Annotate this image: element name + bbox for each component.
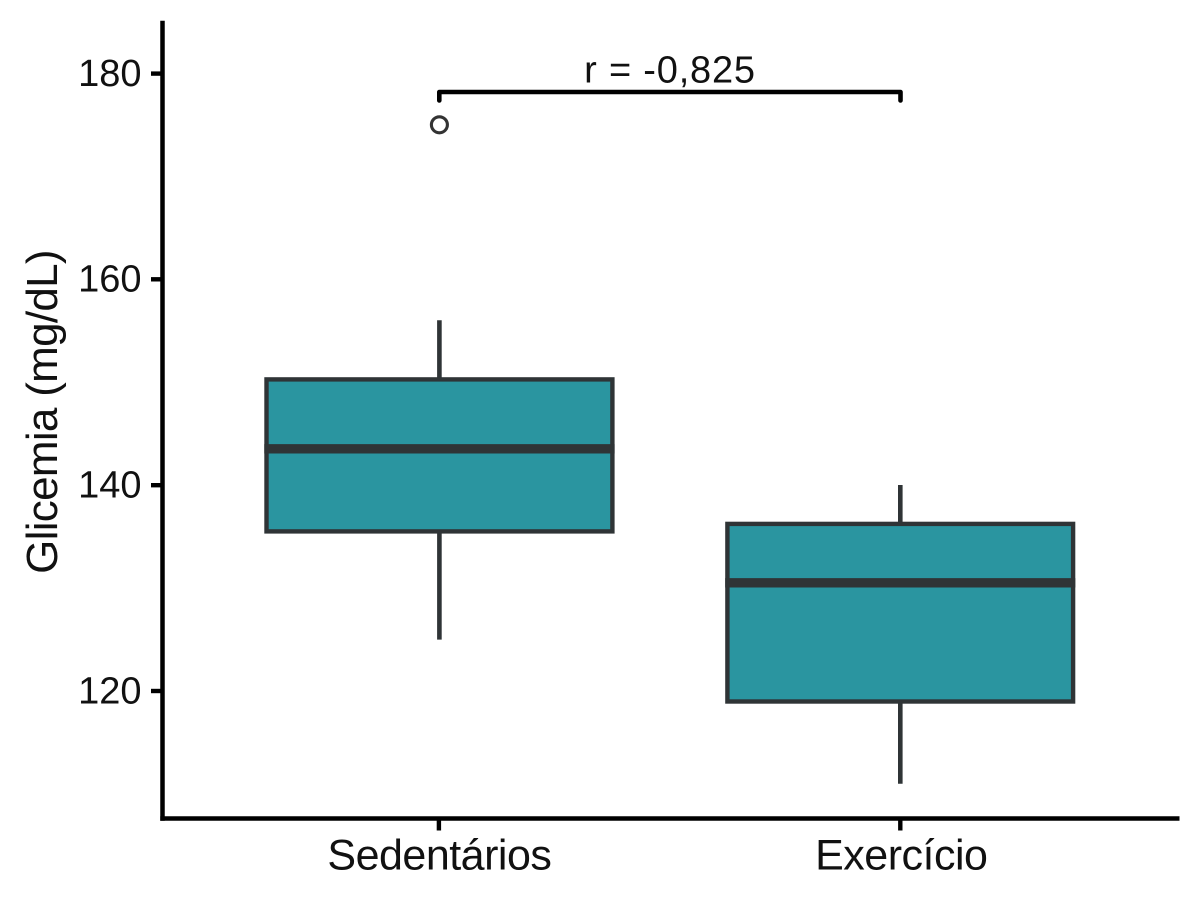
svg-text:140: 140 [78, 465, 141, 507]
svg-text:Sedentários: Sedentários [327, 831, 551, 879]
svg-text:120: 120 [78, 670, 141, 712]
svg-text:180: 180 [78, 53, 141, 95]
svg-text:r = -0,825: r = -0,825 [584, 50, 756, 92]
svg-text:Glicemia (mg/dL): Glicemia (mg/dL) [18, 250, 67, 574]
svg-text:Exercício: Exercício [815, 831, 987, 879]
svg-text:160: 160 [78, 259, 141, 301]
